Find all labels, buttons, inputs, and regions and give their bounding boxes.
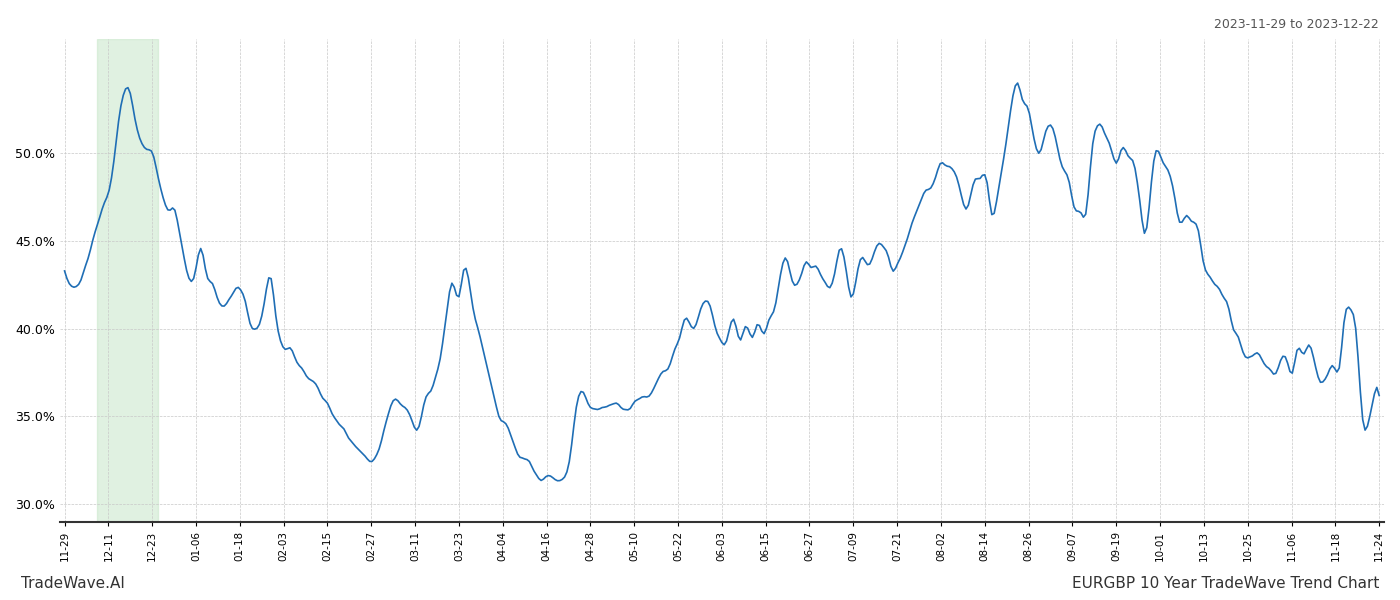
Bar <box>98 39 158 522</box>
Text: 2023-11-29 to 2023-12-22: 2023-11-29 to 2023-12-22 <box>1214 18 1379 31</box>
Text: EURGBP 10 Year TradeWave Trend Chart: EURGBP 10 Year TradeWave Trend Chart <box>1071 576 1379 591</box>
Text: TradeWave.AI: TradeWave.AI <box>21 576 125 591</box>
